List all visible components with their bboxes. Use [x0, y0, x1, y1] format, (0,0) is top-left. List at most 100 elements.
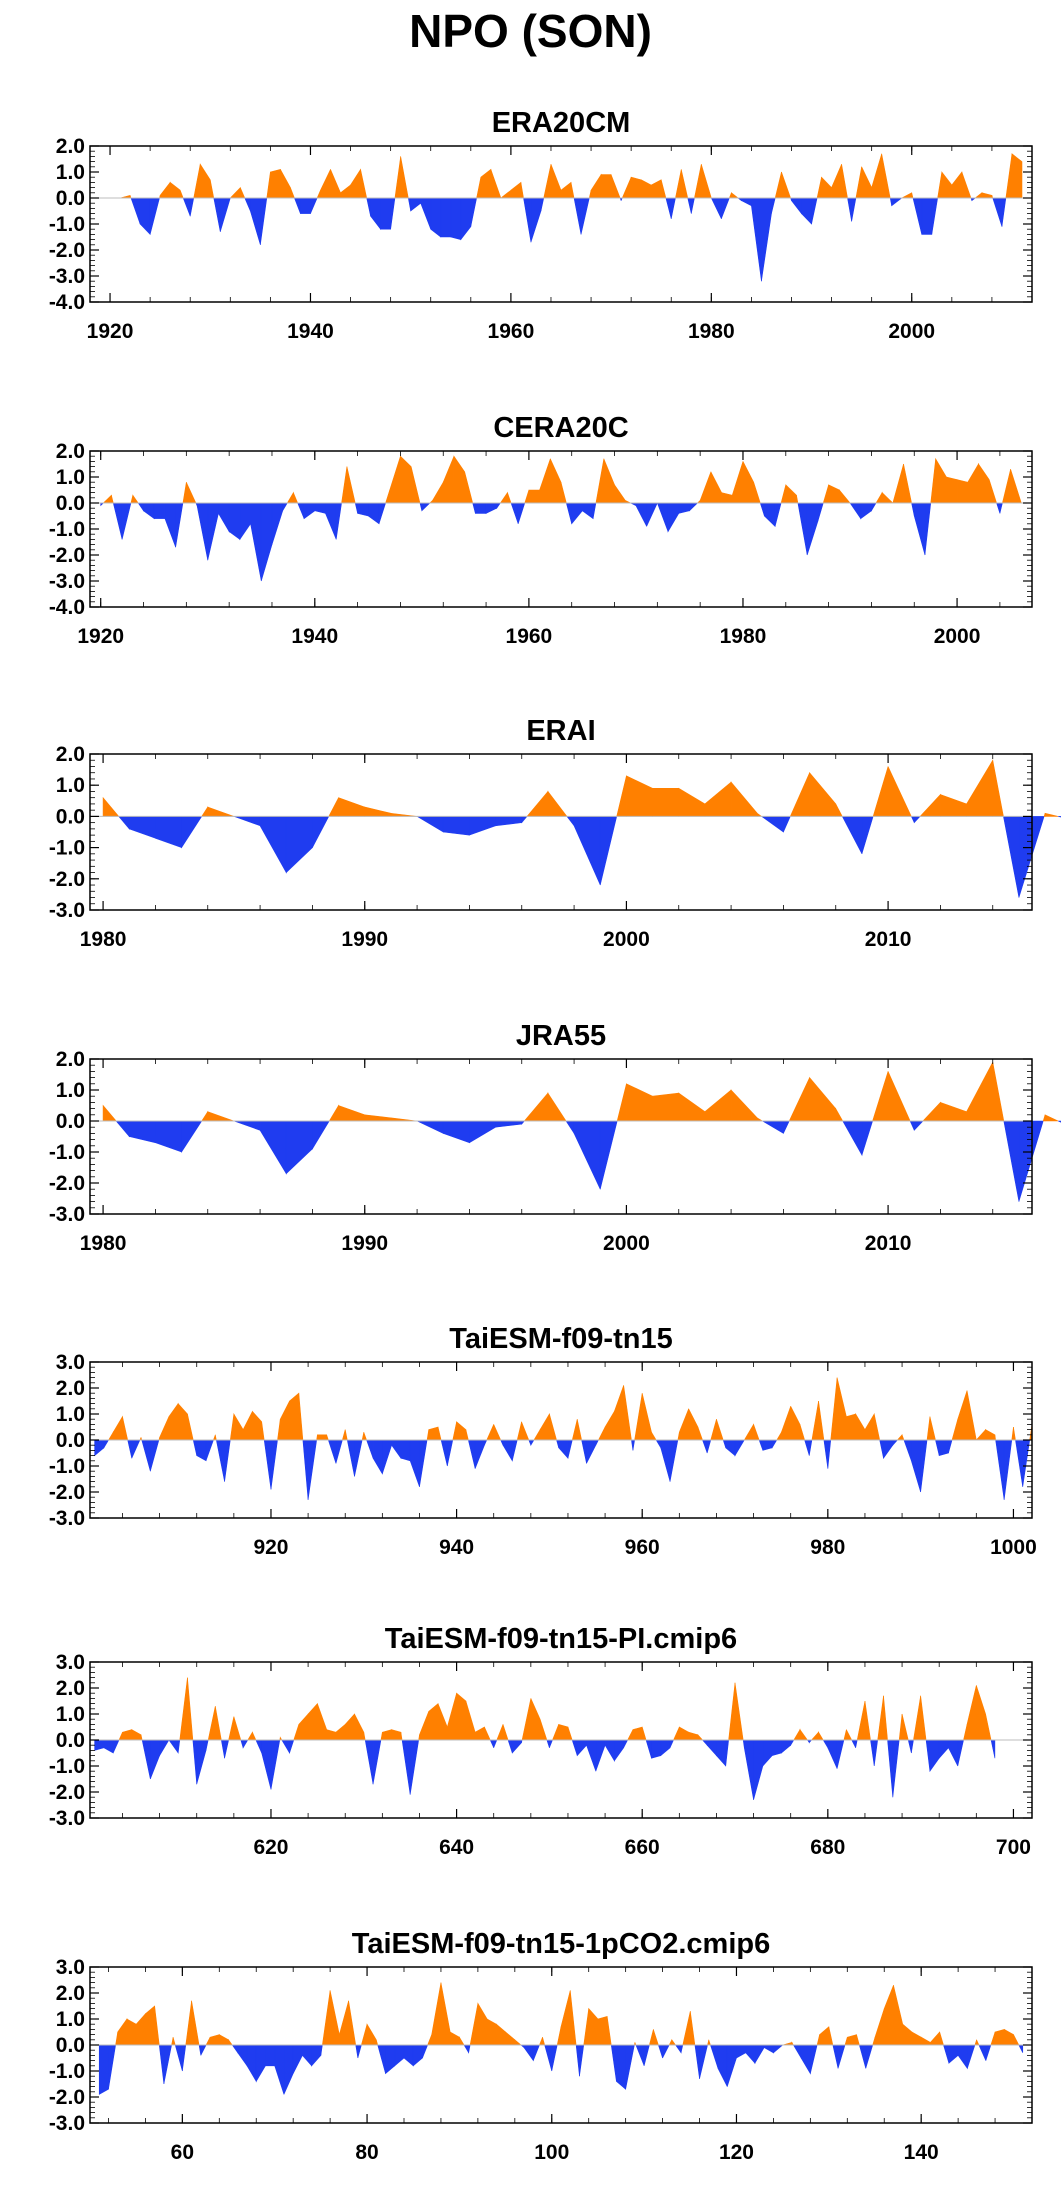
positive-area: [671, 2038, 677, 2046]
positive-area: [846, 1729, 853, 1741]
positive-area: [207, 806, 235, 817]
y-tick-label: 0.0: [56, 1429, 85, 1452]
y-tick-label: 2.0: [56, 440, 85, 463]
positive-area: [270, 169, 281, 199]
positive-area: [521, 1698, 532, 1741]
positive-area: [469, 2003, 479, 2046]
negative-area: [920, 1439, 928, 1493]
positive-area: [316, 190, 321, 199]
positive-area: [911, 2031, 922, 2046]
negative-area: [573, 197, 582, 235]
negative-area: [502, 1439, 513, 1462]
negative-area: [293, 197, 301, 214]
positive-area: [650, 179, 662, 199]
positive-area: [242, 1411, 253, 1441]
positive-area: [207, 1706, 216, 1741]
y-tick-label: -2.0: [49, 544, 85, 567]
negative-area: [420, 197, 432, 230]
positive-area: [326, 1729, 337, 1741]
negative-area: [510, 502, 519, 524]
positive-area: [117, 2018, 128, 2046]
negative-area: [726, 2044, 737, 2087]
positive-area: [118, 1732, 123, 1741]
chart-panel: TaiESM-f09-tn15 3.0 2.0 1.0 0.0 -1.0 -2.0 -3.0 9…: [49, 1323, 1037, 1559]
positive-area: [108, 1431, 114, 1441]
negative-area: [913, 816, 921, 824]
positive-area: [539, 458, 551, 504]
negative-area: [407, 197, 411, 212]
x-tick-label: 1990: [341, 928, 388, 951]
positive-area: [903, 463, 912, 504]
positive-area: [427, 2034, 433, 2046]
negative-area: [370, 197, 381, 231]
negative-area: [274, 2044, 285, 2095]
negative-area: [292, 2044, 303, 2074]
negative-area: [801, 197, 812, 225]
negative-area: [827, 1439, 832, 1469]
x-tick-label: 920: [253, 1536, 288, 1559]
positive-area: [102, 1104, 117, 1122]
positive-area: [523, 1092, 549, 1122]
positive-area: [1011, 153, 1023, 199]
x-tick-label: 2010: [865, 1232, 912, 1255]
negative-area: [475, 502, 487, 514]
negative-area: [121, 502, 132, 540]
positive-area: [610, 174, 621, 199]
positive-area: [678, 1092, 706, 1122]
negative-area: [580, 197, 590, 235]
y-tick-label: -2.0: [49, 868, 85, 891]
positive-area: [590, 173, 602, 199]
negative-area: [669, 1739, 674, 1748]
negative-area: [1003, 816, 1020, 898]
negative-area: [346, 1439, 355, 1477]
positive-area: [360, 169, 368, 199]
negative-area: [762, 1739, 773, 1767]
positive-area: [307, 1702, 318, 1741]
negative-area: [415, 816, 444, 833]
negative-area: [401, 1739, 411, 1795]
negative-area: [763, 2044, 774, 2054]
positive-area: [338, 1105, 366, 1122]
positive-area: [985, 1429, 996, 1441]
negative-area: [690, 197, 695, 214]
x-tick-label: 120: [719, 2141, 754, 2164]
negative-area: [325, 502, 337, 540]
positive-area: [721, 492, 733, 504]
negative-area: [181, 816, 203, 849]
negative-area: [312, 1120, 330, 1150]
negative-area: [489, 1739, 495, 1748]
positive-area: [994, 2029, 1005, 2046]
negative-area: [335, 502, 342, 540]
positive-area: [828, 484, 840, 504]
negative-area: [909, 1120, 915, 1131]
positive-area: [474, 1726, 485, 1741]
positive-area: [131, 1729, 142, 1741]
positive-area: [1013, 2034, 1020, 2046]
positive-area: [893, 1985, 904, 2046]
negative-area: [255, 2044, 266, 2083]
y-tick-label: -4.0: [49, 291, 85, 314]
positive-area: [442, 456, 455, 504]
positive-area: [209, 2034, 220, 2046]
positive-area: [809, 1076, 837, 1122]
negative-area: [237, 2044, 248, 2067]
positive-area: [728, 1682, 736, 1741]
negative-area: [990, 1739, 996, 1759]
y-tick-label: 1.0: [56, 774, 85, 797]
y-tick-label: 0.0: [56, 1729, 85, 1752]
negative-area: [736, 2044, 747, 2059]
positive-area: [822, 484, 829, 504]
positive-area: [649, 2029, 654, 2046]
negative-area: [995, 1439, 1005, 1500]
positive-area: [939, 2031, 944, 2046]
positive-area: [214, 1706, 222, 1741]
chart-title: ERAI: [526, 715, 595, 747]
positive-area: [1003, 2028, 1014, 2046]
positive-area: [966, 759, 994, 817]
positive-area: [385, 489, 391, 504]
positive-area: [992, 1062, 1005, 1122]
positive-area: [350, 168, 361, 199]
negative-area: [233, 816, 261, 827]
y-tick-label: -1.0: [49, 2060, 85, 2083]
positive-area: [883, 1695, 888, 1741]
